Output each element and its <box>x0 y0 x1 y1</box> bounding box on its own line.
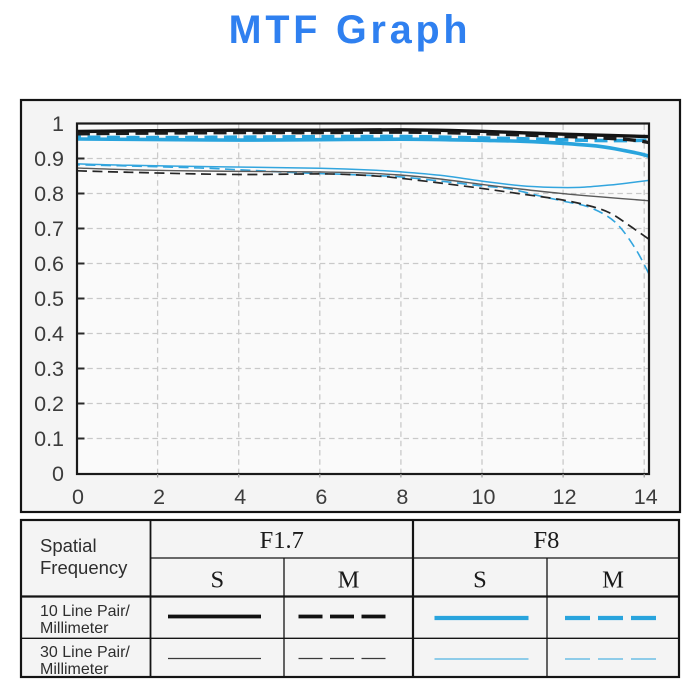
svg-text:0.8: 0.8 <box>34 182 64 206</box>
svg-text:0: 0 <box>52 462 64 486</box>
svg-text:0.6: 0.6 <box>34 252 64 276</box>
svg-text:0.3: 0.3 <box>34 357 64 381</box>
svg-text:2: 2 <box>153 485 165 509</box>
svg-text:S: S <box>473 567 487 594</box>
svg-text:0: 0 <box>72 485 84 509</box>
svg-text:4: 4 <box>234 485 246 509</box>
svg-text:0.5: 0.5 <box>34 287 64 311</box>
svg-text:M: M <box>338 567 360 594</box>
svg-text:0.9: 0.9 <box>34 147 64 171</box>
svg-text:1: 1 <box>52 112 64 136</box>
svg-text:F1.7: F1.7 <box>260 527 304 554</box>
svg-text:S: S <box>210 567 224 594</box>
svg-text:M: M <box>602 567 624 594</box>
svg-text:F8: F8 <box>534 527 560 554</box>
svg-text:0.2: 0.2 <box>34 392 64 416</box>
svg-text:14: 14 <box>634 485 658 509</box>
svg-text:0.4: 0.4 <box>34 322 64 346</box>
svg-text:8: 8 <box>396 485 408 509</box>
svg-text:0.7: 0.7 <box>34 217 64 241</box>
svg-text:12: 12 <box>553 485 577 509</box>
svg-text:6: 6 <box>315 485 327 509</box>
svg-text:0.1: 0.1 <box>34 427 64 451</box>
svg-text:10: 10 <box>472 485 496 509</box>
